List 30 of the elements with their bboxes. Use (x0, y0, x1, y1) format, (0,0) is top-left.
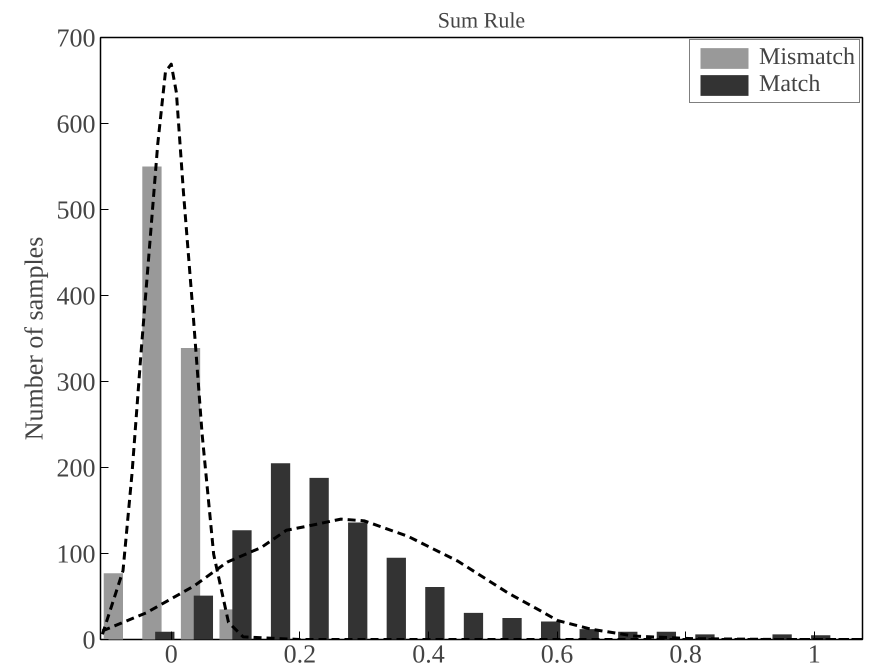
x-tick-label: 1 (808, 640, 821, 668)
y-tick-label: 500 (56, 196, 96, 224)
bar (232, 530, 252, 640)
y-tick-label: 300 (56, 368, 96, 396)
bar (425, 587, 445, 640)
bar (464, 612, 484, 640)
y-tick-label: 700 (56, 24, 96, 52)
y-tick-label: 600 (56, 110, 96, 138)
chart-title: Sum Rule (438, 8, 526, 32)
x-tick-label: 0.2 (284, 640, 316, 668)
x-tick-label: 0.6 (540, 640, 574, 668)
y-tick-label: 100 (56, 540, 96, 568)
bar (386, 558, 406, 640)
y-tick-label: 200 (56, 454, 96, 482)
bar (142, 166, 162, 640)
legend-label: Mismatch (759, 44, 855, 71)
bar (194, 596, 214, 640)
y-axis-title: Number of samples (20, 236, 48, 440)
bar (540, 621, 560, 640)
bar (309, 478, 329, 640)
x-tick-label: 0 (164, 640, 178, 668)
bar (502, 618, 522, 640)
legend-label: Match (759, 71, 820, 98)
x-tick-label: 0.4 (412, 640, 445, 668)
x-tick-label: 0.8 (669, 640, 702, 668)
bar (155, 632, 174, 640)
bar (270, 463, 290, 640)
bar (348, 522, 368, 640)
y-tick-label: 400 (56, 282, 96, 310)
bar (180, 348, 200, 640)
